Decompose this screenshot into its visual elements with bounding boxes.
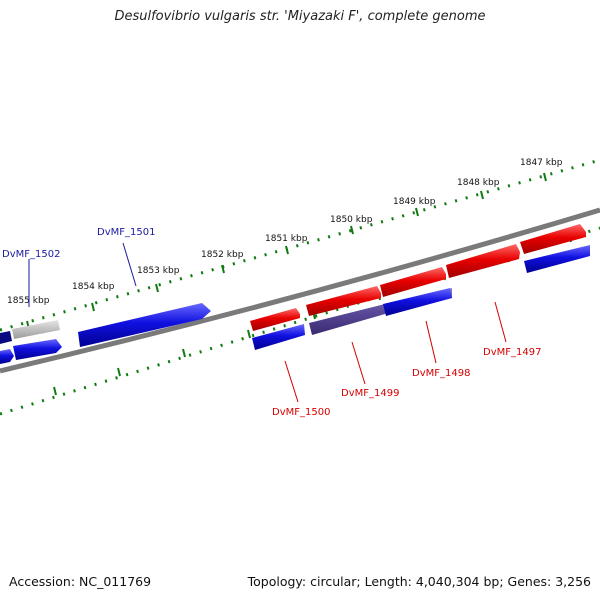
label-dvmf-1500: DvMF_1500	[272, 407, 330, 418]
kbp-label-1853: 1853 kbp	[137, 266, 180, 276]
label-dvmf-1502: DvMF_1502	[2, 249, 60, 260]
gene-dvmf-1497[interactable]	[520, 224, 586, 254]
kbp-label-1854: 1854 kbp	[72, 282, 115, 292]
label-dvmf-1499: DvMF_1499	[341, 388, 399, 399]
gene-blue-far-right[interactable]	[524, 245, 590, 273]
gene-dvmf-1501[interactable]	[78, 303, 211, 347]
gene-blue-edge[interactable]	[0, 349, 14, 364]
genome-title: Desulfovibrio vulgaris str. 'Miyazaki F'…	[114, 9, 486, 24]
kbp-labels: 1847 kbp 1848 kbp 1849 kbp 1850 kbp 1851…	[7, 158, 563, 306]
lower-strand-genes[interactable]	[0, 245, 590, 364]
label-leaders	[28, 242, 507, 403]
gene-dvmf-1500[interactable]	[306, 286, 381, 316]
gene-labels: DvMF_1497 DvMF_1498 DvMF_1499 DvMF_1500 …	[2, 227, 541, 418]
kbp-label-1848: 1848 kbp	[457, 178, 500, 188]
kbp-label-1852: 1852 kbp	[201, 250, 244, 260]
kbp-label-1849: 1849 kbp	[393, 197, 436, 207]
major-ticks-upper	[26, 172, 547, 330]
label-dvmf-1498: DvMF_1498	[412, 368, 470, 379]
gene-blue-mid[interactable]	[383, 288, 452, 316]
forward-genes[interactable]	[250, 224, 586, 331]
gene-dvmf-1502[interactable]	[13, 339, 62, 360]
accession-text: Accession: NC_011769	[9, 574, 152, 589]
kbp-label-1851: 1851 kbp	[265, 234, 308, 244]
label-dvmf-1497: DvMF_1497	[483, 347, 541, 358]
genome-summary-text: Topology: circular; Length: 4,040,304 bp…	[247, 574, 591, 589]
genome-backbone	[0, 207, 600, 374]
gene-red-small[interactable]	[250, 308, 300, 331]
kbp-label-1850: 1850 kbp	[330, 215, 373, 225]
gene-faded-grey[interactable]	[12, 320, 60, 339]
kbp-label-1847: 1847 kbp	[520, 158, 563, 168]
upper-tick-track	[0, 158, 600, 332]
gene-blue-small[interactable]	[252, 324, 305, 350]
gene-navy-edge[interactable]	[0, 331, 12, 344]
label-dvmf-1501: DvMF_1501	[97, 227, 155, 238]
gene-dvmf-1498[interactable]	[446, 244, 520, 278]
gene-dvmf-1499[interactable]	[380, 267, 446, 297]
kbp-label-1855: 1855 kbp	[7, 296, 50, 306]
